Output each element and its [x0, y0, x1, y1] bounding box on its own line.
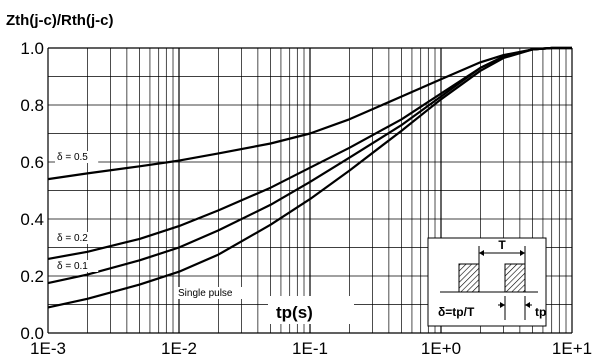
pulse-width-label: tp	[535, 305, 546, 319]
curve-label-background	[55, 151, 99, 163]
x-axis-label: tp(s)	[276, 303, 313, 322]
curve-label-background	[55, 232, 99, 244]
x-tick-label: 1E-3	[30, 339, 66, 358]
curve-label-background	[176, 287, 248, 299]
period-arrowhead-left	[479, 250, 484, 256]
x-tick-label: 1E+1	[552, 339, 592, 358]
duty-cycle-formula: δ=tp/T	[438, 305, 475, 319]
pulse-inset: Ttp δ=tp/T	[427, 237, 547, 327]
x-label-background	[268, 296, 354, 324]
curve-label-background	[55, 260, 99, 272]
x-tick-label: 1E+0	[421, 339, 461, 358]
curve-labels: δ = 0.5 δ = 0.2 δ = 0.1 Single pulse	[55, 151, 248, 299]
pulse-1	[458, 263, 480, 293]
y-tick-label: 0.4	[20, 210, 44, 229]
pulse-arrowhead-left	[500, 302, 505, 308]
period-label: T	[498, 238, 506, 252]
x-tick-label: 1E-2	[161, 339, 197, 358]
curve-line	[47, 46, 572, 309]
pulse-arrowhead-right	[525, 302, 530, 308]
y-tick-label: 0.6	[20, 153, 44, 172]
curve-label: δ = 0.1	[57, 261, 88, 272]
y-axis-label: Zth(j-c)/Rth(j-c)	[6, 12, 113, 29]
curve-label: δ = 0.5	[57, 152, 88, 163]
y-tick-label: 0.0	[20, 324, 44, 343]
curve-label: δ = 0.2	[57, 233, 88, 244]
period-arrowhead-right	[520, 250, 525, 256]
y-tick-label: 0.2	[20, 267, 44, 286]
y-tick-label: 0.8	[20, 96, 44, 115]
y-tick-label: 1.0	[20, 39, 44, 58]
x-tick-label: 1E-1	[292, 339, 328, 358]
curve-label: Single pulse	[178, 288, 233, 299]
tick-labels: 0.0 0.2 0.4 0.6 0.8 1.0 1E-3 1E-2 1E-1 1E+0 1E+1	[20, 39, 592, 358]
pulse-2	[504, 263, 526, 293]
curves	[47, 46, 572, 309]
